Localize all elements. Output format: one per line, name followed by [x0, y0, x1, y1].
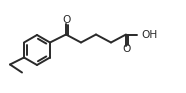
- Text: OH: OH: [141, 29, 157, 40]
- Text: O: O: [63, 15, 71, 25]
- Text: O: O: [123, 44, 131, 54]
